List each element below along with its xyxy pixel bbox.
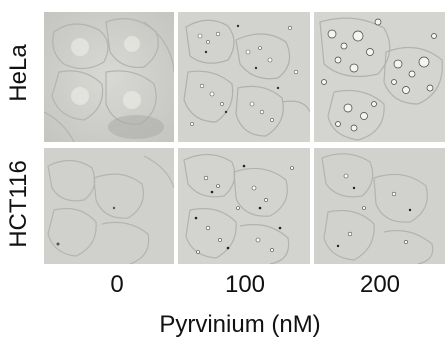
row-label-hela: HeLa — [5, 44, 32, 102]
micrograph-hct116-100nm — [178, 148, 310, 264]
micrograph-hct116-200nm — [314, 148, 445, 264]
row-label-hct116: HCT116 — [5, 160, 32, 248]
column-label-0nm: 0 — [110, 271, 124, 298]
column-label-100nm: 100 — [224, 271, 266, 298]
x-axis-label: Pyrvinium (nM) — [159, 311, 321, 338]
micrograph-hela-200nm — [314, 12, 445, 142]
column-label-200nm: 200 — [359, 271, 401, 298]
micrograph-hela-100nm — [178, 12, 310, 142]
micrograph-hct116-0nm — [44, 148, 174, 264]
micrograph-hela-0nm — [44, 12, 174, 142]
